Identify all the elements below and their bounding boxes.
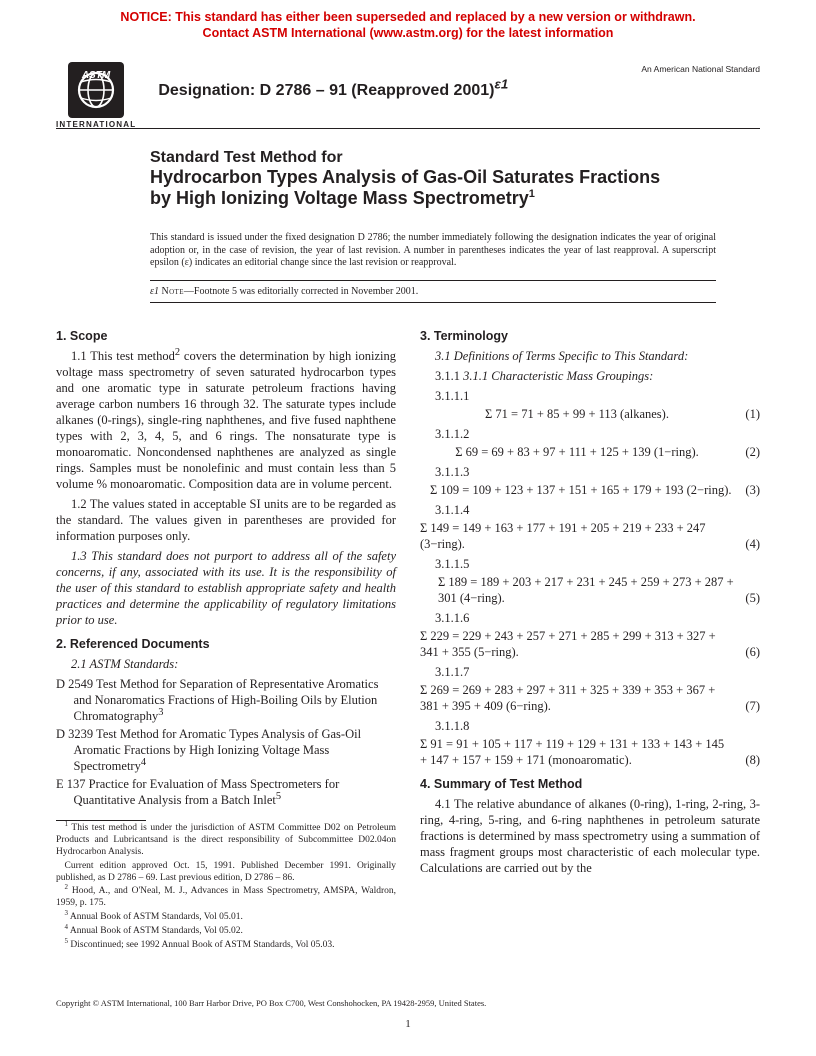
footnote-3: 3 Annual Book of ASTM Standards, Vol 05.…: [56, 912, 396, 924]
eq-2: Σ 69 = 69 + 83 + 97 + 111 + 125 + 139 (1…: [420, 444, 760, 460]
notice-line1: NOTICE: This standard has either been su…: [120, 10, 695, 24]
issuance-note: This standard is issued under the fixed …: [150, 232, 716, 270]
page-number: 1: [0, 1018, 816, 1030]
title-line2: Hydrocarbon Types Analysis of Gas-Oil Sa…: [150, 167, 716, 188]
ref-d3239: D 3239 Test Method for Aromatic Types An…: [56, 726, 396, 774]
refs-sub: 2.1 ASTM Standards:: [56, 656, 396, 672]
footnote-4: 4 Annual Book of ASTM Standards, Vol 05.…: [56, 926, 396, 938]
eps-note-label: Note: [161, 286, 183, 297]
designation: Designation: D 2786 – 91 (Reapproved 200…: [158, 82, 508, 100]
header-rule: [56, 128, 760, 129]
terminology-heading: 3. Terminology: [420, 328, 760, 344]
footnote-2: 2 Hood, A., and O'Neal, M. J., Advances …: [56, 886, 396, 910]
footnote-1: 1 This test method is under the jurisdic…: [56, 823, 396, 859]
eps-note-text: —Footnote 5 was editorially corrected in…: [184, 286, 418, 297]
title-footnote-ref: 1: [529, 188, 535, 200]
eps-note-rule-top: [150, 280, 716, 281]
designation-text: Designation: D 2786 – 91 (Reapproved 200…: [158, 82, 494, 99]
notice-line2: Contact ASTM International (www.astm.org…: [203, 26, 614, 40]
eq-5: Σ 189 = 189 + 203 + 217 + 231 + 245 + 25…: [420, 574, 760, 606]
eq-7: Σ 269 = 269 + 283 + 297 + 311 + 325 + 33…: [420, 682, 760, 714]
footnote-1b: Current edition approved Oct. 15, 1991. …: [56, 861, 396, 885]
scope-1-3: 1.3 This standard does not purport to ad…: [56, 548, 396, 628]
copyright-line: Copyright © ASTM International, 100 Barr…: [56, 998, 760, 1008]
svg-text:ASTM: ASTM: [81, 70, 111, 81]
designation-eps: ε1: [494, 77, 508, 92]
scope-heading: 1. Scope: [56, 328, 396, 344]
eq-6: Σ 229 = 229 + 243 + 257 + 271 + 285 + 29…: [420, 628, 760, 660]
scope-1-1: 1.1 This test method2 covers the determi…: [56, 348, 396, 492]
body-columns: 1. Scope 1.1 This test method2 covers th…: [56, 328, 760, 968]
ref-d2549: D 2549 Test Method for Separation of Rep…: [56, 676, 396, 724]
term-n3: 3.1.1.3: [420, 464, 760, 480]
eq-1: Σ 71 = 71 + 85 + 99 + 113 (alkanes).(1): [420, 406, 760, 422]
title-block: Standard Test Method for Hydrocarbon Typ…: [150, 148, 716, 210]
eps-note-rule-bot: [150, 302, 716, 303]
footnote-5: 5 Discontinued; see 1992 Annual Book of …: [56, 940, 396, 952]
footnote-rule: [56, 820, 146, 821]
summary-4-1: 4.1 The relative abundance of alkanes (0…: [420, 796, 760, 876]
eq-3: Σ 109 = 109 + 123 + 137 + 151 + 165 + 17…: [420, 482, 760, 498]
eq-8: Σ 91 = 91 + 105 + 117 + 119 + 129 + 131 …: [420, 736, 760, 768]
term-n4: 3.1.1.4: [420, 502, 760, 518]
term-n1: 3.1.1.1: [420, 388, 760, 404]
national-standard-note: An American National Standard: [641, 64, 760, 74]
term-n8: 3.1.1.8: [420, 718, 760, 734]
ref-e137: E 137 Practice for Evaluation of Mass Sp…: [56, 776, 396, 808]
eq-4: Σ 149 = 149 + 163 + 177 + 191 + 205 + 21…: [420, 520, 760, 552]
title-line1: Standard Test Method for: [150, 148, 716, 167]
footnotes: 1 This test method is under the jurisdic…: [56, 823, 396, 952]
astm-logo: ASTM INTERNATIONAL: [56, 62, 136, 129]
term-3-1: 3.1 Definitions of Terms Specific to Thi…: [420, 348, 760, 364]
refs-heading: 2. Referenced Documents: [56, 636, 396, 652]
epsilon-note: ε1 Note—Footnote 5 was editorially corre…: [150, 286, 716, 297]
globe-icon: ASTM: [73, 67, 119, 113]
term-n7: 3.1.1.7: [420, 664, 760, 680]
summary-heading: 4. Summary of Test Method: [420, 776, 760, 792]
term-3-1-1: 3.1.1 3.1.1 Characteristic Mass Grouping…: [420, 368, 760, 384]
title-line3: by High Ionizing Voltage Mass Spectromet…: [150, 188, 529, 208]
supersession-notice: NOTICE: This standard has either been su…: [0, 10, 816, 41]
term-n5: 3.1.1.5: [420, 556, 760, 572]
eps-symbol: ε1: [150, 286, 159, 297]
term-n6: 3.1.1.6: [420, 610, 760, 626]
header-row: ASTM INTERNATIONAL Designation: D 2786 –…: [56, 60, 760, 129]
scope-1-2: 1.2 The values stated in acceptable SI u…: [56, 496, 396, 544]
astm-logo-badge: ASTM: [68, 62, 124, 118]
term-n2: 3.1.1.2: [420, 426, 760, 442]
